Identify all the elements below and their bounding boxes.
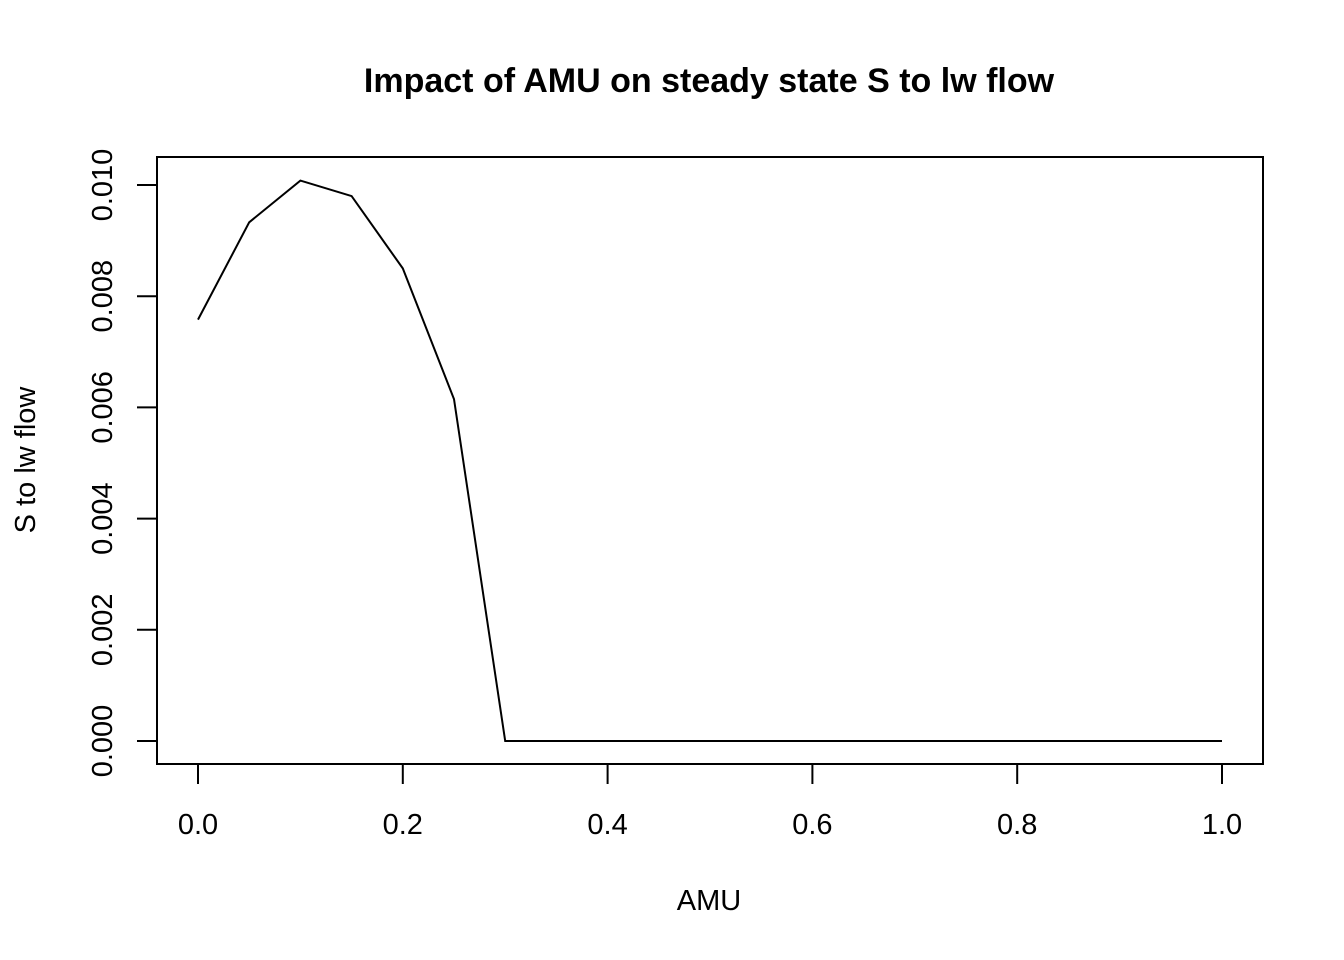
y-axis: 0.000 0.002 0.004 0.006 0.008 0.010 xyxy=(87,149,158,778)
y-tick-label: 0.010 xyxy=(87,149,119,222)
x-tick-label: 1.0 xyxy=(1202,809,1242,841)
x-tick-label: 0.6 xyxy=(792,809,832,841)
series-line xyxy=(197,179,1222,742)
x-tick-label: 0.8 xyxy=(997,809,1037,841)
x-tick-label: 0.0 xyxy=(178,809,218,841)
y-tick-label: 0.002 xyxy=(87,594,119,667)
x-tick-label: 0.2 xyxy=(383,809,423,841)
x-axis: 0.0 0.2 0.4 0.6 0.8 1.0 xyxy=(178,763,1242,841)
y-tick-label: 0.008 xyxy=(87,260,119,333)
y-tick-label: 0.004 xyxy=(87,482,119,555)
x-axis-label: AMU xyxy=(677,885,741,917)
plot-frame xyxy=(156,156,1264,765)
x-tick-label: 0.4 xyxy=(587,809,627,841)
y-tick-label: 0.006 xyxy=(87,371,119,444)
chart-title: Impact of AMU on steady state S to lw fl… xyxy=(364,62,1055,100)
y-axis-label: S to lw flow xyxy=(10,386,42,534)
y-tick-label: 0.000 xyxy=(87,705,119,778)
